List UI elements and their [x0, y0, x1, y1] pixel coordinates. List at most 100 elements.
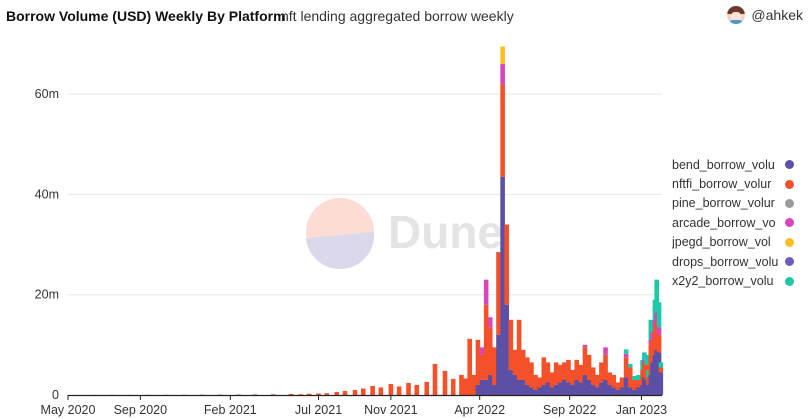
- bar-segment-nftfi-borrow-volume: [483, 304, 489, 380]
- bar-segment-nftfi-borrow-volume: [520, 349, 526, 380]
- watermark-text: Dune: [388, 206, 503, 258]
- bar-segment-nftfi-borrow-volume: [537, 377, 542, 388]
- bar-segment-x2y2-borrow-volume: [623, 349, 629, 354]
- bar-segment-nftfi-borrow-volume: [646, 377, 651, 385]
- bar-segment-arcade-borrow-volume: [603, 347, 608, 355]
- bar-segment-x2y2-borrow-volume: [627, 363, 633, 368]
- bar-segment-nftfi-borrow-volume: [615, 382, 621, 390]
- bar-segment-nftfi-borrow-volume: [562, 362, 567, 380]
- bar-segment-nftfi-borrow-volume: [529, 362, 534, 388]
- legend-item-drops-borrow-volume[interactable]: drops_borrow_volu: [672, 252, 802, 271]
- bar-segment-bend-borrow-volume: [549, 387, 555, 395]
- bar-segment-x2y2-borrow-volume: [656, 302, 662, 328]
- bar-segment-bend-borrow-volume: [496, 334, 501, 395]
- x-tick-label: May 2020: [41, 403, 96, 417]
- bar-segment-nftfi-borrow-volume: [654, 322, 660, 350]
- bar-segment-nftfi-borrow-volume: [352, 389, 358, 395]
- bar-segment-bend-borrow-volume: [516, 379, 522, 395]
- bar-segment-bend-borrow-volume: [504, 304, 510, 395]
- bar-segment-nftfi-borrow-volume: [516, 319, 522, 380]
- legend-swatch: [785, 179, 794, 189]
- bar-segment-nftfi-borrow-volume: [656, 334, 662, 353]
- bar-segment-nftfi-borrow-volume: [370, 385, 375, 395]
- bars: [92, 46, 664, 396]
- bar-segment-bend-borrow-volume: [590, 384, 596, 395]
- bar-segment-nftfi-borrow-volume: [603, 354, 608, 380]
- x-tick-label: Nov 2021: [364, 403, 418, 417]
- bar-segment-bend-borrow-volume: [541, 384, 547, 395]
- bar-segment-bend-borrow-volume: [599, 382, 604, 395]
- author-link[interactable]: @ahkek: [727, 6, 803, 24]
- legend-item-x2y2-borrow-volume[interactable]: x2y2_borrow_volu: [672, 271, 802, 290]
- bar-segment-bend-borrow-volume: [475, 384, 481, 395]
- bar-segment-nftfi-borrow-volume: [396, 386, 402, 395]
- bar-segment-nftfi-borrow-volume: [236, 394, 241, 396]
- bar-segment-nftfi-borrow-volume: [500, 84, 505, 177]
- x-tick-label: Jan 2023: [616, 403, 667, 417]
- chart-title: Borrow Volume (USD) Weekly By Platform: [6, 8, 286, 24]
- legend-label: nftfi_borrow_volur: [672, 177, 772, 192]
- bar-segment-nftfi-borrow-volume: [442, 370, 448, 395]
- bar-segment-bend-borrow-volume: [570, 384, 575, 395]
- legend-label: jpegd_borrow_vol: [672, 235, 771, 250]
- bar-segment-nftfi-borrow-volume: [288, 394, 294, 395]
- legend-item-arcade-borrow-volume[interactable]: arcade_borrow_vo: [672, 213, 802, 232]
- y-tick-label: 40m: [35, 187, 59, 201]
- bar-segment-bend-borrow-volume: [483, 379, 489, 395]
- bar-segment-bend-borrow-volume: [508, 369, 514, 395]
- legend-item-nftfi-borrow-volume[interactable]: nftfi_borrow_volur: [672, 174, 802, 193]
- legend-item-jpegd-borrow-volume[interactable]: jpegd_borrow_vol: [672, 233, 802, 252]
- legend-swatch: [785, 160, 794, 170]
- bar-segment-bend-borrow-volume: [557, 382, 563, 395]
- bar-segment-nftfi-borrow-volume: [432, 363, 438, 395]
- legend-label: x2y2_borrow_volu: [672, 274, 774, 289]
- x-tick-label: Apr 2022: [454, 403, 505, 417]
- bar-segment-bend-borrow-volume: [529, 387, 534, 395]
- bar-segment-nftfi-borrow-volume: [650, 339, 655, 363]
- bar-segment-nftfi-borrow-volume: [611, 374, 617, 388]
- bar-segment-nftfi-borrow-volume: [487, 327, 493, 375]
- bar-segment-bend-borrow-volume: [537, 387, 542, 395]
- bar-segment-nftfi-borrow-volume: [467, 338, 472, 395]
- bar-segment-bend-borrow-volume: [595, 387, 600, 395]
- bar-segment-nftfi-borrow-volume: [642, 362, 647, 378]
- bar-segment-arcade-borrow-volume: [654, 312, 660, 323]
- bar-segment-nftfi-borrow-volume: [463, 378, 468, 395]
- bar-segment-nftfi-borrow-volume: [623, 357, 629, 378]
- bar-segment-nftfi-borrow-volume: [450, 378, 456, 395]
- bar-segment-nftfi-borrow-volume: [549, 372, 555, 388]
- bar-segment-arcade-borrow-volume: [656, 327, 662, 335]
- bar-segment-bend-borrow-volume: [533, 389, 538, 395]
- bar-segment-bend-borrow-volume: [566, 382, 571, 395]
- chart-subtitle: nft lending aggregated borrow weekly: [281, 8, 514, 24]
- watermark-arc: [306, 232, 375, 270]
- bar-segment-nftfi-borrow-volume: [632, 379, 637, 390]
- bar-segment-bend-borrow-volume: [636, 387, 641, 395]
- y-tick-label: 0: [52, 388, 59, 402]
- legend-item-pine-borrow-volume[interactable]: pine_borrow_volur: [672, 194, 802, 213]
- legend-swatch: [785, 237, 794, 247]
- bar-segment-bend-borrow-volume: [615, 389, 621, 395]
- bar-segment-bend-borrow-volume: [582, 374, 588, 395]
- legend-swatch: [785, 218, 794, 228]
- bar-segment-nftfi-borrow-volume: [298, 394, 304, 395]
- bar-segment-bend-borrow-volume: [574, 379, 580, 395]
- legend-swatch: [785, 198, 794, 208]
- bar-segment-nftfi-borrow-volume: [619, 377, 625, 388]
- bar-segment-nftfi-borrow-volume: [306, 393, 312, 395]
- bar-segment-x2y2-borrow-volume: [658, 362, 664, 368]
- bar-segment-nftfi-borrow-volume: [627, 367, 633, 388]
- bar-segment-arcade-borrow-volume: [500, 64, 505, 85]
- legend-item-bend-borrow-volume[interactable]: bend_borrow_volu: [672, 155, 802, 174]
- bar-segment-nftfi-borrow-volume: [471, 374, 477, 395]
- bar-segment-nftfi-borrow-volume: [475, 339, 481, 385]
- bar-segment-nftfi-borrow-volume: [252, 394, 258, 395]
- bar-segment-arcade-borrow-volume: [642, 359, 647, 363]
- bar-segment-bend-borrow-volume: [646, 384, 651, 395]
- bar-chart: Dune 0 20m 40m 60m May 2020 Sep 2020 Feb 2021 Ju…: [35, 46, 667, 417]
- author-name: @ahkek: [751, 7, 803, 23]
- bar-segment-bend-borrow-volume: [553, 384, 559, 395]
- bar-segment-nftfi-borrow-volume: [512, 349, 518, 375]
- y-tick-label: 20m: [35, 288, 59, 302]
- bar-segment-nftfi-borrow-volume: [492, 347, 497, 385]
